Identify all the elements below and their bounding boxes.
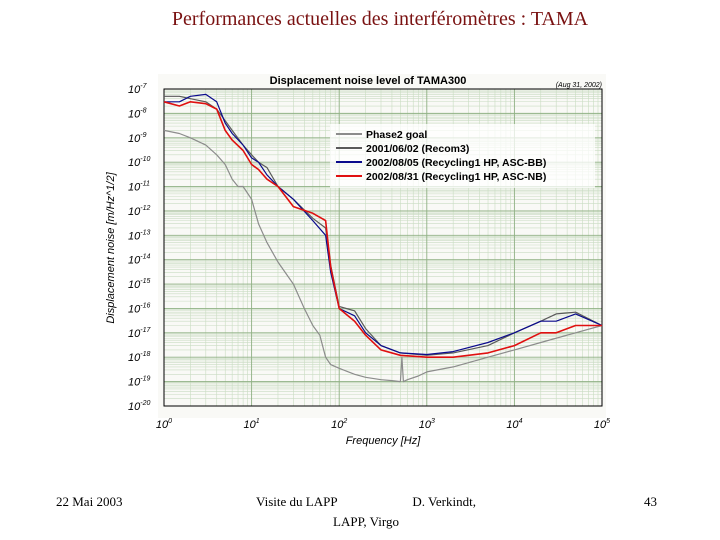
y-tick-label: 10-8 (128, 107, 147, 120)
page-number: 43 (644, 494, 657, 509)
series-line-1 (163, 129, 603, 383)
y-tick-label: 10-9 (128, 132, 147, 145)
noise-chart: Displacement noise level of TAMA300 (Aug… (105, 74, 610, 447)
slide-title: Performances actuelles des interféromètr… (171, 8, 589, 30)
legend-box (330, 124, 595, 188)
chart-title: Displacement noise level of TAMA300 (270, 75, 467, 87)
x-tick-labels: 100 101 102 103 104 105 (156, 418, 610, 431)
series-layer (163, 93, 603, 383)
legend-label-4: 2002/08/31 (Recycling1 HP, ASC-NB) (366, 171, 546, 183)
x-tick-label: 102 (331, 418, 347, 431)
footer-affiliation: LAPP, Virgo (333, 514, 399, 529)
chart-date-note: (Aug 31, 2002) (556, 82, 602, 89)
footer-event: Visite du LAPP (256, 494, 338, 509)
y-tick-label: 10-19 (128, 376, 150, 389)
x-axis-label: Frequency [Hz] (346, 435, 422, 447)
y-tick-labels: 10-7 10-8 10-9 10-10 10-11 10-12 10-13 10-14 10-… (128, 83, 151, 413)
y-tick-label: 10-12 (128, 205, 150, 218)
x-tick-label: 101 (244, 418, 260, 431)
y-tick-label: 10-20 (128, 400, 150, 413)
y-axis-label: Displacement noise [m/Hz^1/2] (105, 171, 117, 323)
footer-center: Visite du LAPP D. Verkindt, LAPP, Virgo (256, 494, 476, 530)
series-line-4 (163, 100, 602, 359)
x-tick-label: 103 (419, 418, 435, 431)
footer-author: D. Verkindt, (412, 494, 476, 509)
plot-border (163, 88, 603, 407)
y-tick-label: 10-15 (128, 278, 150, 291)
chart-legend: Phase2 goal 2001/06/02 (Recom3) 2002/08/05… (330, 124, 595, 188)
x-tick-label: 105 (594, 418, 610, 431)
y-tick-label: 10-16 (128, 302, 150, 315)
footer-date: 22 Mai 2003 (56, 494, 123, 509)
y-tick-label: 10-10 (128, 156, 150, 169)
legend-label-2: 2001/06/02 (Recom3) (366, 143, 469, 155)
x-tick-label: 104 (506, 418, 522, 431)
y-tick-label: 10-18 (128, 351, 150, 364)
y-tick-label: 10-11 (128, 181, 150, 194)
x-tick-label: 100 (156, 418, 172, 431)
legend-label-3: 2002/08/05 (Recycling1 HP, ASC-BB) (366, 157, 546, 169)
y-tick-label: 10-17 (128, 327, 151, 340)
series-line-3 (164, 93, 603, 356)
y-tick-label: 10-14 (128, 254, 150, 267)
y-tick-label: 10-7 (128, 83, 148, 96)
y-tick-label: 10-13 (128, 229, 150, 242)
legend-label-1: Phase2 goal (366, 129, 427, 141)
